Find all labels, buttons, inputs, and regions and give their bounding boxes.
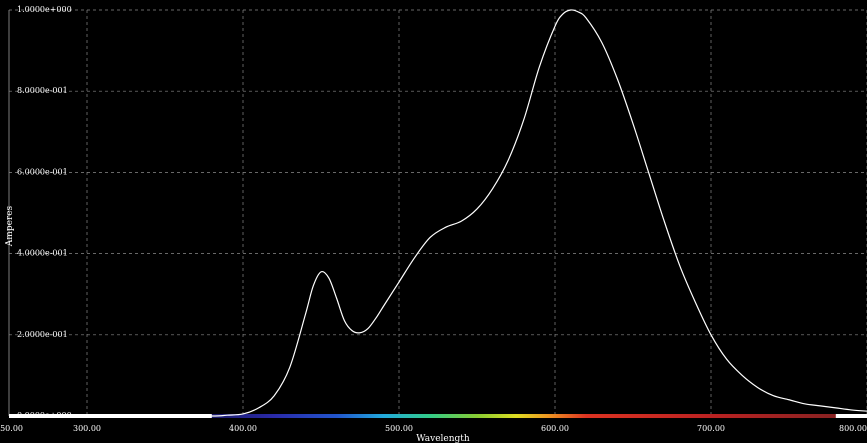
y-tick-label: 2.0000e-001 bbox=[17, 330, 68, 339]
x-tick-label: 400.00 bbox=[229, 424, 257, 433]
y-tick-label: 8.0000e-001 bbox=[17, 86, 68, 95]
y-axis-label: Amperes bbox=[5, 205, 15, 247]
x-tick-label: 600.00 bbox=[541, 424, 569, 433]
x-tick-label: 250.00 bbox=[0, 424, 23, 433]
x-tick-label: 700.00 bbox=[697, 424, 725, 433]
series-line bbox=[8, 9, 867, 417]
y-tick-label: 1.0000e+000 bbox=[17, 5, 72, 14]
x-tick-labels: 250.00 300.00 400.00 500.00 600.00 700.00 800.… bbox=[0, 424, 867, 433]
y-tick-labels: 0.0000e+000 2.0000e-001 4.0000e-001 6.0000e… bbox=[17, 5, 72, 420]
y-tick-label: 4.0000e-001 bbox=[17, 249, 68, 258]
x-tick-label: 300.00 bbox=[73, 424, 101, 433]
y-tick-label: 6.0000e-001 bbox=[17, 167, 68, 176]
grid bbox=[9, 9, 867, 416]
x-tick-label: 500.00 bbox=[385, 424, 413, 433]
x-axis-label: Wavelength bbox=[416, 434, 470, 443]
spectrum-bar bbox=[211, 414, 836, 418]
y-tick-label: 0.0000e+000 bbox=[17, 411, 72, 420]
x-tick-label: 800.00 bbox=[839, 424, 867, 433]
